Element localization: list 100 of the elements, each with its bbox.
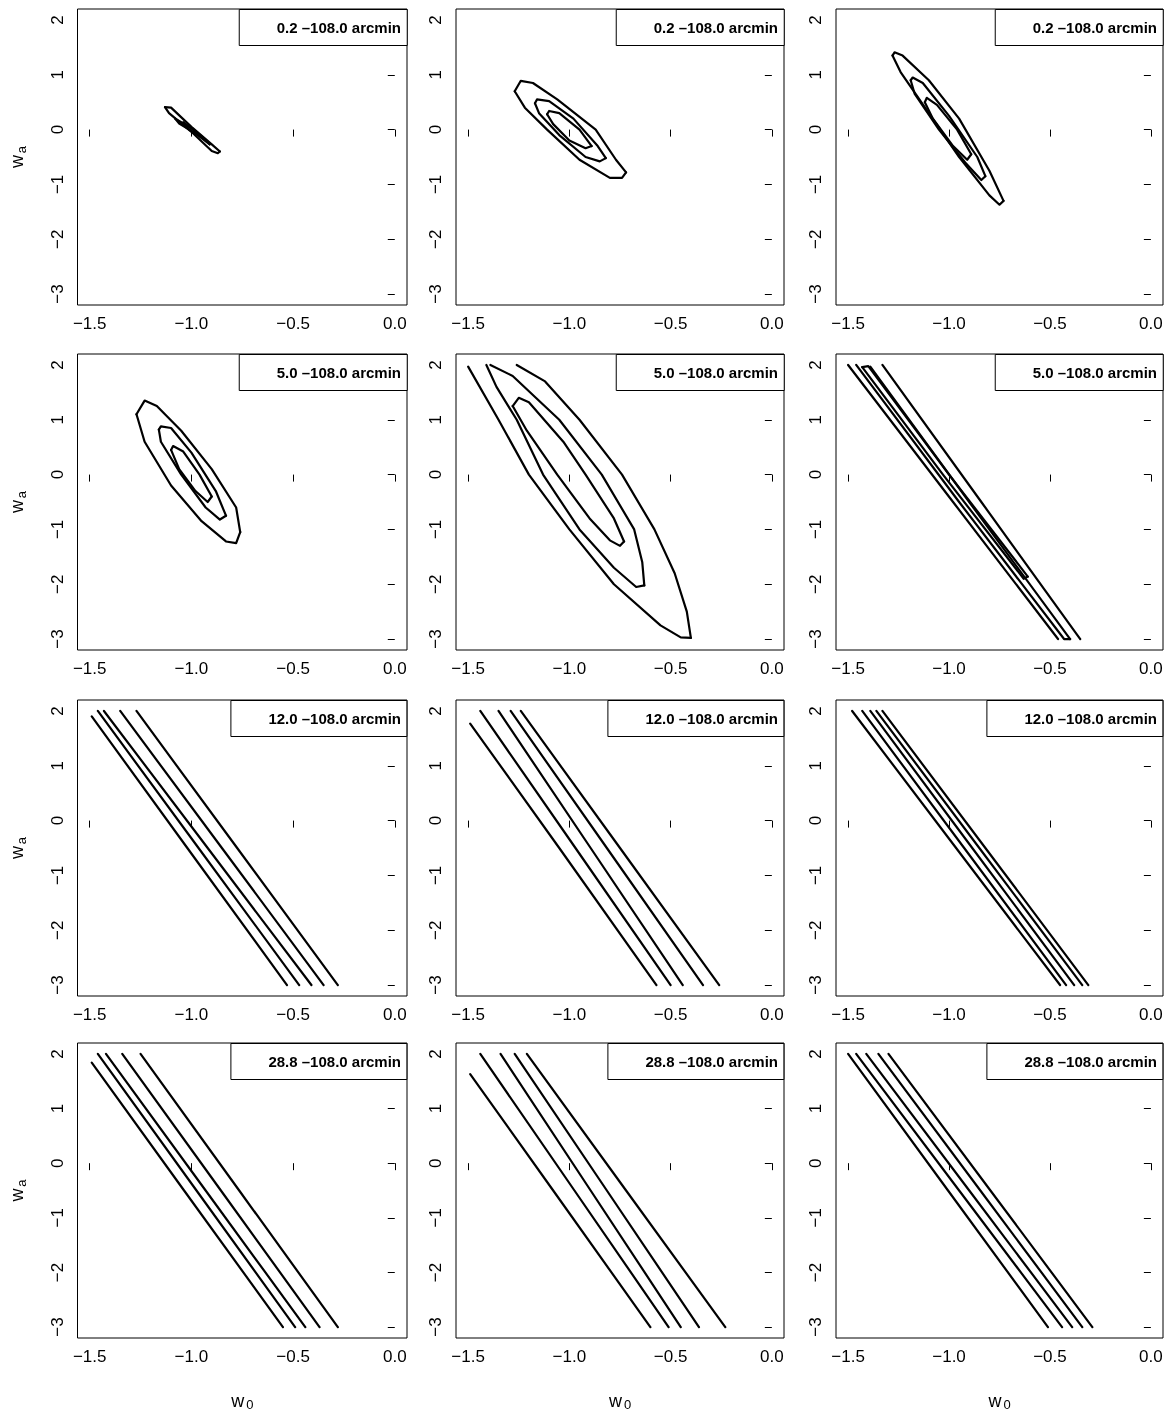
annotation: 28.8 –108.0 arcmin	[1024, 1053, 1158, 1070]
x-tick-label: −1.5	[72, 314, 107, 333]
y-tick-label: 1	[806, 1103, 825, 1114]
y-tick-label: −3	[47, 284, 67, 304]
y-tick-label: 0	[806, 815, 825, 826]
x-tick-label: −0.5	[276, 1005, 310, 1024]
x-tick-label: −0.5	[276, 1347, 310, 1366]
annotation: 0.2 –108.0 arcmin	[653, 19, 779, 36]
y-tick-label: −1	[806, 1208, 825, 1228]
y-tick-label: −3	[806, 629, 825, 649]
x-tick-label: −1.5	[72, 1347, 107, 1366]
y-axis-title: wa	[7, 490, 29, 515]
x-tick-label: 0.0	[382, 1005, 407, 1024]
x-tick-label: −1.0	[932, 1005, 966, 1024]
y-tick-label: −1	[806, 174, 825, 195]
x-tick-label: −0.5	[653, 659, 688, 678]
y-tick-label: −3	[426, 629, 445, 649]
y-tick-label: −2	[806, 920, 825, 940]
y-tick-label: 2	[806, 1049, 825, 1059]
y-tick-label: −2	[426, 229, 445, 249]
annotation: 12.0 –108.0 arcmin	[645, 710, 779, 727]
annotation: 0.2 –108.0 arcmin	[1032, 19, 1158, 36]
y-tick-label: −3	[47, 1317, 67, 1337]
y-tick-label: −3	[806, 1317, 825, 1337]
y-tick-label: 1	[47, 70, 67, 80]
y-tick-label: 1	[426, 70, 445, 80]
y-tick-label: 2	[426, 1049, 445, 1059]
x-tick-label: 0.0	[382, 659, 407, 678]
y-tick-label: −1	[426, 1208, 445, 1228]
x-tick-label: −0.5	[1033, 1347, 1067, 1366]
annotation: 12.0 –108.0 arcmin	[1024, 710, 1158, 727]
x-tick-label: 0.0	[1139, 1005, 1163, 1024]
x-tick-label: 0.0	[760, 314, 784, 333]
y-tick-label: −1	[426, 174, 445, 195]
x-tick-label: −1.5	[451, 314, 485, 333]
y-tick-label: −2	[806, 1262, 825, 1283]
y-tick-label: −2	[806, 574, 825, 594]
y-tick-label: −1	[806, 519, 825, 540]
y-tick-label: 1	[47, 1103, 67, 1114]
x-tick-label: −0.5	[653, 1347, 688, 1366]
x-tick-label: 0.0	[760, 1347, 784, 1366]
x-tick-label: 0.0	[382, 1347, 407, 1366]
y-tick-label: 0	[47, 469, 67, 480]
y-tick-label: −3	[47, 975, 67, 995]
y-tick-label: −2	[426, 1262, 445, 1283]
x-tick-label: 0.0	[760, 659, 784, 678]
x-tick-label: −1.5	[831, 1347, 865, 1366]
annotation: 12.0 –108.0 arcmin	[268, 710, 402, 727]
x-tick-label: −1.5	[831, 314, 865, 333]
y-tick-label: 2	[806, 15, 825, 25]
x-tick-label: −1.5	[72, 1005, 107, 1024]
x-tick-label: −0.5	[1033, 314, 1067, 333]
x-tick-label: −1.5	[72, 659, 107, 678]
x-tick-label: −1.5	[831, 659, 865, 678]
y-tick-label: −3	[426, 284, 445, 304]
x-tick-label: −1.0	[932, 314, 966, 333]
y-tick-label: 0	[47, 124, 67, 135]
y-tick-label: 0	[47, 815, 67, 826]
y-tick-label: 1	[806, 761, 825, 771]
y-tick-label: −3	[426, 1317, 445, 1337]
annotation: 0.2 –108.0 arcmin	[276, 19, 402, 36]
y-tick-label: 1	[47, 415, 67, 425]
x-tick-label: −1.5	[831, 1005, 865, 1024]
x-tick-label: −0.5	[276, 659, 310, 678]
y-tick-label: 0	[426, 469, 445, 480]
y-tick-label: −2	[426, 920, 445, 940]
y-tick-label: 0	[806, 1158, 825, 1168]
x-tick-label: 0.0	[1139, 314, 1163, 333]
x-tick-label: 0.0	[1139, 659, 1163, 678]
y-tick-label: 1	[426, 1103, 445, 1114]
y-tick-label: 2	[47, 360, 67, 370]
y-tick-label: −1	[47, 174, 67, 195]
x-tick-label: −0.5	[1033, 659, 1067, 678]
x-tick-label: 0.0	[1139, 1347, 1163, 1366]
x-tick-label: −0.5	[653, 314, 688, 333]
x-tick-label: −1.0	[552, 659, 587, 678]
y-tick-label: 2	[47, 706, 67, 716]
y-axis-title: wa	[7, 1178, 29, 1203]
y-tick-label: 2	[806, 706, 825, 716]
annotation: 5.0 –108.0 arcmin	[1032, 364, 1158, 381]
y-tick-label: −1	[47, 1208, 67, 1228]
annotation: 5.0 –108.0 arcmin	[653, 364, 779, 381]
y-tick-label: −1	[47, 519, 67, 540]
annotation: 5.0 –108.0 arcmin	[276, 364, 402, 381]
y-tick-label: −1	[47, 865, 67, 886]
x-tick-label: −1.0	[174, 659, 209, 678]
y-tick-label: 0	[806, 469, 825, 480]
y-tick-label: 2	[47, 1049, 67, 1059]
y-axis-title: wa	[7, 836, 29, 861]
x-tick-label: −1.0	[932, 659, 966, 678]
x-tick-label: −1.0	[932, 1347, 966, 1366]
x-tick-label: −1.0	[552, 1005, 587, 1024]
y-tick-label: −2	[47, 1262, 67, 1283]
x-tick-label: 0.0	[382, 314, 407, 333]
x-tick-label: −0.5	[653, 1005, 688, 1024]
y-tick-label: −2	[806, 229, 825, 249]
x-tick-label: −1.0	[552, 1347, 587, 1366]
y-tick-label: 2	[806, 360, 825, 370]
x-tick-label: −1.0	[174, 1347, 209, 1366]
y-tick-label: 0	[426, 815, 445, 826]
